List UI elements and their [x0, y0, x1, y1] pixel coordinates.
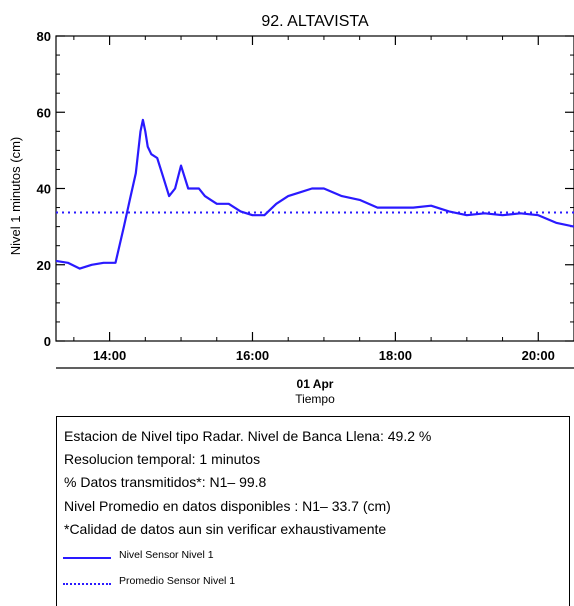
legend-label-sensor: Nivel Sensor Nivel 1: [119, 549, 214, 561]
chart: 92. ALTAVISTA Nivel 1 minutos (cm) 0 20 40…: [8, 13, 574, 406]
info-resolution-line: Resolucion temporal: 1 minutos: [64, 451, 261, 467]
x-axis-label: Tiempo: [295, 392, 335, 406]
x-tick-label: 20:00: [522, 348, 555, 363]
y-axis: 0 20 40 60 80: [37, 29, 574, 349]
legend-swatch-dotted: [63, 583, 111, 585]
info-panel: Estacion de Nivel tipo Radar. Nivel de B…: [56, 416, 570, 606]
y-axis-label: Nivel 1 minutos (cm): [8, 137, 23, 255]
y-tick-label: 20: [37, 258, 51, 273]
x-tick-label: 14:00: [93, 348, 126, 363]
y-tick-label: 40: [37, 182, 51, 197]
date-label: 01 Apr: [297, 377, 334, 391]
series-line-sensor: [55, 118, 574, 270]
x-tick-label: 18:00: [379, 348, 412, 363]
series-layer: [55, 118, 574, 270]
y-tick-label: 60: [37, 105, 51, 120]
info-transmitted-line: % Datos transmitidos*: N1– 99.8: [64, 474, 267, 490]
x-tick-label: 16:00: [236, 348, 269, 363]
x-axis: 14:00 16:00 18:00 20:00: [73, 36, 574, 363]
y-tick-label: 0: [44, 334, 51, 349]
legend-swatch-solid: [63, 557, 111, 559]
info-quality-note: *Calidad de datos aun sin verificar exha…: [64, 521, 387, 537]
chart-title: 92. ALTAVISTA: [261, 13, 369, 30]
info-average-line: Nivel Promedio en datos disponibles : N1…: [64, 498, 391, 514]
y-tick-label: 80: [37, 29, 51, 44]
info-station-line: Estacion de Nivel tipo Radar. Nivel de B…: [64, 428, 432, 444]
legend-label-average: Promedio Sensor Nivel 1: [119, 575, 236, 587]
